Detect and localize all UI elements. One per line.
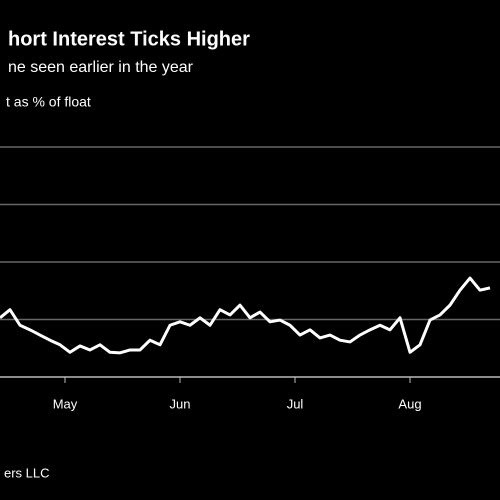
line: [0, 276, 491, 355]
x-tick-label: Aug: [398, 396, 421, 411]
x-tick-label: Jun: [170, 396, 191, 411]
x-tick-label: Jul: [287, 396, 304, 411]
chart-subtitle: ne seen earlier in the year: [8, 59, 194, 76]
chart-title: hort Interest Ticks Higher: [8, 28, 250, 50]
x-tick-label: May: [53, 396, 78, 411]
source: ers LLC: [4, 465, 50, 480]
unit-label: t as % of float: [6, 94, 91, 110]
